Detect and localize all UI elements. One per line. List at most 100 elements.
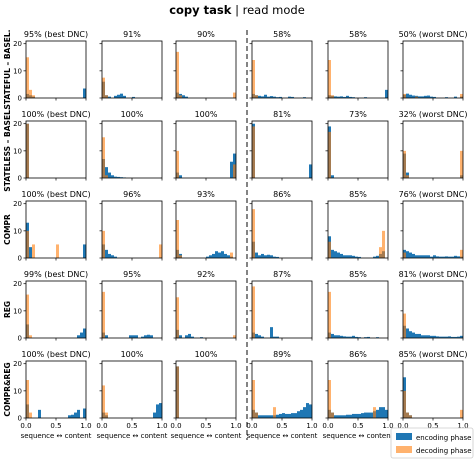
encoding-bar	[424, 335, 427, 338]
x-tick-label: 0.5	[427, 422, 438, 430]
encoding-bar	[114, 176, 117, 178]
panel-frame	[25, 280, 87, 339]
encoding-bar	[221, 251, 224, 258]
decoding-bar	[176, 220, 179, 258]
encoding-bar	[352, 97, 355, 98]
decoding-bar	[273, 407, 276, 418]
encoding-bar	[123, 95, 126, 98]
panel-r1-c2: 91%	[99, 30, 163, 101]
encoding-bar	[349, 336, 352, 338]
encoding-bar	[346, 95, 349, 98]
encoding-bar	[427, 255, 430, 258]
panel-frame	[175, 40, 237, 99]
decoding-bar	[328, 131, 331, 178]
encoding-bar	[74, 412, 77, 418]
panel-frame	[327, 120, 389, 179]
row-labels: STATEFUL – BASEL.STATELESS – BASEL. COMPR…	[3, 29, 12, 416]
panel-r3-c2: 96%	[99, 190, 163, 261]
encoding-bar	[285, 413, 288, 418]
x-axis-label: sequence ↔ content	[247, 432, 318, 440]
encoding-bar	[337, 335, 340, 338]
encoding-bar	[120, 177, 123, 178]
encoding-bar	[427, 335, 430, 338]
encoding-bar	[445, 256, 448, 258]
encoding-bar	[156, 404, 159, 418]
panel-r4-c6: 81% (worst DNC)	[399, 270, 467, 341]
encoding-bar	[261, 336, 264, 338]
encoding-bar	[370, 412, 373, 418]
panel-title: 76% (worst DNC)	[399, 190, 468, 199]
x-axis-label: sequence ↔ content	[21, 432, 92, 440]
encoding-bar	[108, 253, 111, 258]
x-tick-label: 1.0	[382, 422, 393, 430]
panel-grid: 95% (best DNC) 0 10 20 91% 90% 58% 58% 50% (wors…	[13, 30, 468, 430]
encoding-bar	[132, 335, 135, 338]
row-label: COMPR	[3, 214, 12, 245]
panel-title: 95%	[123, 270, 141, 279]
encoding-bar	[279, 96, 282, 98]
decoding-bar	[409, 415, 412, 418]
decoding-bar	[176, 366, 179, 418]
encoding-bar	[200, 337, 203, 338]
encoding-bar	[358, 337, 361, 338]
y-tick-label: 0	[18, 415, 22, 423]
encoding-bar	[258, 95, 261, 98]
x-tick-label: 1.0	[306, 422, 317, 430]
x-axis-label: sequence ↔ content	[171, 432, 242, 440]
encoding-bar	[215, 251, 218, 258]
panel-r2-c4: 81%	[249, 110, 313, 181]
y-tick-label: 10	[13, 387, 22, 395]
decoding-bar	[255, 412, 258, 418]
encoding-bar	[179, 335, 182, 338]
encoding-bar	[120, 93, 123, 98]
encoding-bar	[303, 97, 306, 98]
encoding-bar	[412, 95, 415, 98]
encoding-bar	[309, 404, 312, 418]
encoding-bar	[114, 95, 117, 98]
y-tick-label: 20	[13, 200, 22, 208]
encoding-bar	[364, 97, 367, 98]
panel-frame	[25, 40, 87, 99]
y-tick-label: 20	[13, 280, 22, 288]
panel-title: 85%	[349, 190, 367, 199]
row-label: REG	[3, 301, 12, 318]
decoding-bar	[331, 95, 334, 98]
panel-title: 90%	[197, 30, 215, 39]
x-tick-label: 1.0	[457, 422, 468, 430]
encoding-bar	[279, 413, 282, 418]
encoding-bar	[355, 336, 358, 338]
panel-title: 100%	[121, 350, 144, 359]
panel-frame	[402, 120, 464, 179]
panel-frame	[327, 280, 389, 339]
encoding-bar	[267, 254, 270, 258]
decoding-bar	[102, 385, 105, 418]
encoding-bar	[412, 332, 415, 338]
panel-title: 96%	[123, 190, 141, 199]
panel-r4-c3: 92%	[173, 270, 237, 341]
row-label: STATELESS – BASEL.	[3, 107, 12, 192]
encoding-bar	[406, 328, 409, 338]
encoding-bar	[430, 96, 433, 98]
decoding-bar	[230, 252, 233, 258]
decoding-bar	[252, 126, 255, 178]
encoding-bar	[454, 336, 457, 338]
encoding-bar	[276, 256, 279, 258]
encoding-bar	[445, 336, 448, 338]
decoding-bar	[252, 380, 255, 418]
decoding-bar	[176, 150, 179, 178]
encoding-bar	[442, 336, 445, 338]
panel-r3-c5: 85%	[325, 190, 389, 261]
decoding-bar	[460, 150, 463, 178]
panel-r2-c1: 100% (best DNC) 0 10 20	[13, 110, 91, 183]
encoding-bar	[258, 255, 261, 258]
encoding-bar	[179, 175, 182, 178]
encoding-bar	[273, 336, 276, 338]
encoding-bar	[349, 414, 352, 418]
encoding-bar	[77, 335, 80, 338]
decoding-bar	[29, 412, 32, 418]
encoding-bar	[209, 255, 212, 258]
decoding-bar	[29, 335, 32, 338]
legend-label-decoding: decoding phase	[416, 447, 472, 455]
decoding-bar	[255, 95, 258, 98]
